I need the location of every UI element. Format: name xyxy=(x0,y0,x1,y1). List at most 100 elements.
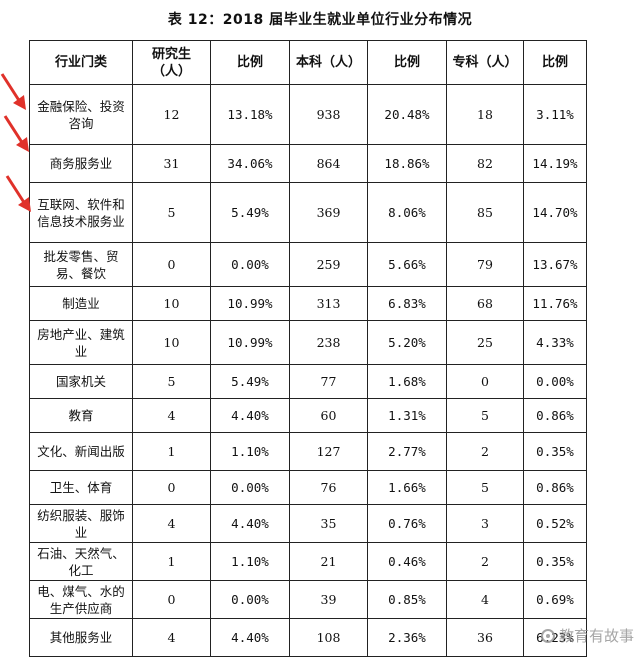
cell-undergrad-count: 77 xyxy=(289,364,368,399)
watermark: 教育有故事 xyxy=(540,625,634,646)
cell-postgrad-count: 5 xyxy=(132,182,211,243)
cell-junior-college-ratio: 0.86% xyxy=(523,470,587,505)
cell-cat: 电、煤气、水的生产供应商 xyxy=(29,580,133,619)
cell-junior-college-count: 0 xyxy=(446,364,524,399)
cell-undergrad-ratio: 20.48% xyxy=(367,84,447,145)
cell-junior-college-count: 2 xyxy=(446,542,524,581)
cell-postgrad-ratio: 5.49% xyxy=(210,182,290,243)
cell-junior-college-ratio: 0.00% xyxy=(523,364,587,399)
cell-undergrad-ratio: 6.83% xyxy=(367,286,447,321)
cell-cat: 制造业 xyxy=(29,286,133,321)
table-row: 国家机关 5 5.49% 77 1.68% 0 0.00% xyxy=(29,364,587,399)
cell-cat: 金融保险、投资咨询 xyxy=(29,84,133,145)
header-undergrad-ratio: 比例 xyxy=(367,40,447,85)
cell-junior-college-count: 79 xyxy=(446,242,524,287)
cell-postgrad-ratio: 0.00% xyxy=(210,580,290,619)
cell-postgrad-ratio: 0.00% xyxy=(210,242,290,287)
cell-cat: 其他服务业 xyxy=(29,618,133,657)
cell-postgrad-ratio: 4.40% xyxy=(210,398,290,433)
cell-junior-college-ratio: 0.35% xyxy=(523,542,587,581)
cell-junior-college-count: 18 xyxy=(446,84,524,145)
cell-postgrad-count: 4 xyxy=(132,618,211,657)
cell-postgrad-ratio: 0.00% xyxy=(210,470,290,505)
cell-undergrad-count: 60 xyxy=(289,398,368,433)
cell-postgrad-ratio: 4.40% xyxy=(210,618,290,657)
cell-junior-college-count: 5 xyxy=(446,398,524,433)
cell-undergrad-ratio: 18.86% xyxy=(367,144,447,183)
cell-junior-college-ratio: 14.70% xyxy=(523,182,587,243)
cell-postgrad-ratio: 13.18% xyxy=(210,84,290,145)
cell-undergrad-ratio: 8.06% xyxy=(367,182,447,243)
table-row: 教育 4 4.40% 60 1.31% 5 0.86% xyxy=(29,398,587,433)
cell-undergrad-ratio: 5.20% xyxy=(367,320,447,365)
cell-junior-college-count: 68 xyxy=(446,286,524,321)
cell-cat: 房地产业、建筑业 xyxy=(29,320,133,365)
cell-undergrad-ratio: 1.31% xyxy=(367,398,447,433)
table-row: 卫生、体育 0 0.00% 76 1.66% 5 0.86% xyxy=(29,470,587,505)
cell-cat: 教育 xyxy=(29,398,133,433)
table-title: 表 12：2018 届毕业生就业单位行业分布情况 xyxy=(167,12,473,28)
cell-junior-college-count: 5 xyxy=(446,470,524,505)
table-row: 金融保险、投资咨询 12 13.18% 938 20.48% 18 3.11% xyxy=(29,84,587,145)
cell-junior-college-ratio: 0.86% xyxy=(523,398,587,433)
cell-postgrad-count: 31 xyxy=(132,144,211,183)
cell-junior-college-ratio: 11.76% xyxy=(523,286,587,321)
cell-cat: 批发零售、贸易、餐饮 xyxy=(29,242,133,287)
cell-postgrad-count: 4 xyxy=(132,398,211,433)
cell-postgrad-ratio: 5.49% xyxy=(210,364,290,399)
cell-undergrad-count: 21 xyxy=(289,542,368,581)
cell-cat: 卫生、体育 xyxy=(29,470,133,505)
cell-cat: 商务服务业 xyxy=(29,144,133,183)
cell-undergrad-count: 39 xyxy=(289,580,368,619)
cell-postgrad-count: 12 xyxy=(132,84,211,145)
table-row: 互联网、软件和信息技术服务业 5 5.49% 369 8.06% 85 14.70% xyxy=(29,182,587,243)
cell-postgrad-count: 10 xyxy=(132,286,211,321)
cell-junior-college-count: 82 xyxy=(446,144,524,183)
cell-postgrad-ratio: 10.99% xyxy=(210,320,290,365)
cell-postgrad-count: 0 xyxy=(132,242,211,287)
cell-postgrad-count: 5 xyxy=(132,364,211,399)
cell-postgrad-ratio: 10.99% xyxy=(210,286,290,321)
header-undergrad: 本科（人） xyxy=(289,40,368,85)
cell-junior-college-ratio: 4.33% xyxy=(523,320,587,365)
table-row: 电、煤气、水的生产供应商 0 0.00% 39 0.85% 4 0.69% xyxy=(29,580,587,619)
red-arrow-icon xyxy=(0,73,26,110)
red-arrow-icon xyxy=(3,115,29,152)
cell-junior-college-ratio: 0.69% xyxy=(523,580,587,619)
header-junior-college-ratio: 比例 xyxy=(523,40,587,85)
watermark-text: 教育有故事 xyxy=(558,627,634,645)
cell-postgrad-count: 1 xyxy=(132,542,211,581)
cell-undergrad-count: 864 xyxy=(289,144,368,183)
industry-distribution-table: 行业门类 研究生（人） 比例 本科（人） 比例 专科（人） 比例 金融保险、投资… xyxy=(29,40,587,657)
cell-undergrad-ratio: 0.76% xyxy=(367,504,447,543)
table-row: 房地产业、建筑业 10 10.99% 238 5.20% 25 4.33% xyxy=(29,320,587,365)
cell-junior-college-count: 2 xyxy=(446,432,524,471)
cell-junior-college-ratio: 0.35% xyxy=(523,432,587,471)
table-row: 文化、新闻出版 1 1.10% 127 2.77% 2 0.35% xyxy=(29,432,587,471)
cell-cat: 纺织服装、服饰业 xyxy=(29,504,133,543)
table-row: 纺织服装、服饰业 4 4.40% 35 0.76% 3 0.52% xyxy=(29,504,587,543)
cell-junior-college-count: 85 xyxy=(446,182,524,243)
cell-junior-college-ratio: 3.11% xyxy=(523,84,587,145)
cell-cat: 国家机关 xyxy=(29,364,133,399)
watermark-logo-icon xyxy=(540,628,555,643)
cell-junior-college-ratio: 14.19% xyxy=(523,144,587,183)
cell-undergrad-count: 259 xyxy=(289,242,368,287)
header-postgrad-ratio: 比例 xyxy=(210,40,290,85)
cell-postgrad-count: 10 xyxy=(132,320,211,365)
cell-undergrad-count: 938 xyxy=(289,84,368,145)
red-arrow-icon xyxy=(5,175,31,212)
cell-undergrad-ratio: 2.77% xyxy=(367,432,447,471)
cell-undergrad-ratio: 0.85% xyxy=(367,580,447,619)
table-row: 其他服务业 4 4.40% 108 2.36% 36 6.23% xyxy=(29,618,587,657)
cell-postgrad-count: 1 xyxy=(132,432,211,471)
cell-postgrad-ratio: 4.40% xyxy=(210,504,290,543)
table-row: 制造业 10 10.99% 313 6.83% 68 11.76% xyxy=(29,286,587,321)
cell-undergrad-count: 127 xyxy=(289,432,368,471)
cell-undergrad-ratio: 1.68% xyxy=(367,364,447,399)
cell-cat: 互联网、软件和信息技术服务业 xyxy=(29,182,133,243)
cell-undergrad-ratio: 2.36% xyxy=(367,618,447,657)
cell-undergrad-ratio: 5.66% xyxy=(367,242,447,287)
cell-cat: 石油、天然气、化工 xyxy=(29,542,133,581)
cell-undergrad-ratio: 1.66% xyxy=(367,470,447,505)
